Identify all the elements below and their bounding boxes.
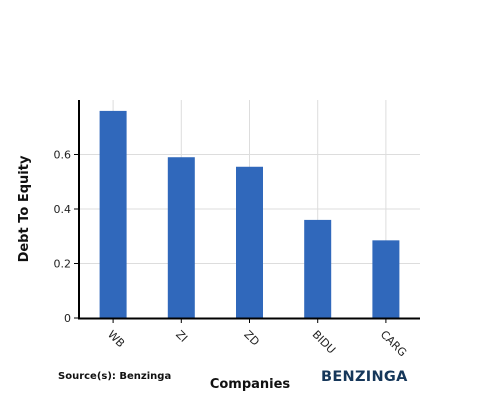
bar-zi <box>167 157 195 318</box>
source-note: Source(s): Benzinga <box>58 371 172 382</box>
x-tick-label-zd: ZD <box>241 328 262 349</box>
y-tick-label: 0.6 <box>54 149 72 162</box>
y-tick-label: 0.2 <box>54 258 72 271</box>
x-axis-ticks: WB ZI ZD BIDU CARG <box>105 318 409 359</box>
bar-carg <box>372 240 400 318</box>
bar-wb <box>99 110 127 319</box>
bars-group <box>99 110 400 319</box>
y-axis-label: Debt To Equity <box>17 155 32 262</box>
y-tick-label: 0.4 <box>54 203 72 216</box>
brand-logo: BENZINGA <box>321 369 408 385</box>
x-tick-label-bidu: BIDU <box>310 328 339 357</box>
bar-zd <box>236 166 263 318</box>
x-tick-label-carg: CARG <box>378 328 409 359</box>
x-tick-label-zi: ZI <box>173 328 190 345</box>
y-axis-ticks: 0 0.2 0.4 0.6 <box>54 149 79 325</box>
bar-bidu <box>304 219 332 318</box>
x-tick-label-wb: WB <box>105 328 127 350</box>
y-tick-label: 0 <box>64 312 71 325</box>
x-axis-label: Companies <box>210 377 291 392</box>
